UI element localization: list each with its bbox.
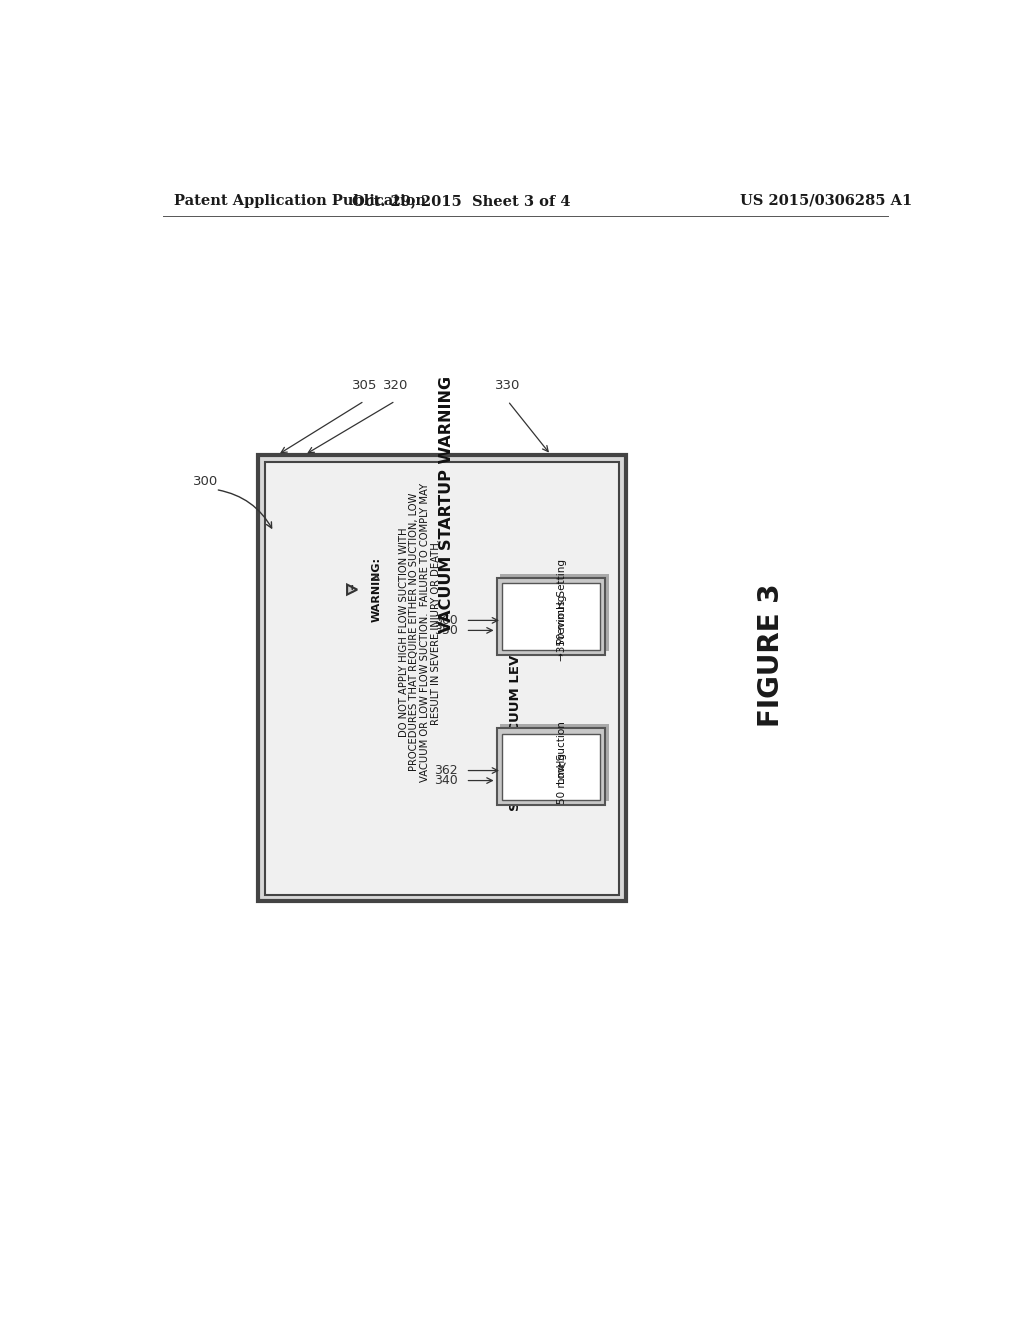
Bar [501, 574, 609, 651]
Bar [497, 578, 605, 655]
Polygon shape [347, 585, 357, 594]
Text: WARNING:: WARNING: [372, 557, 381, 622]
Text: →350 mmHg: →350 mmHg [557, 595, 567, 661]
Text: VACUUM OR LOW FLOW SUCTION.  FAILURE TO COMPLY MAY: VACUUM OR LOW FLOW SUCTION. FAILURE TO C… [420, 482, 430, 781]
Bar [258, 455, 627, 902]
Text: !: ! [350, 585, 354, 594]
Text: DO NOT APPLY HIGH FLOW SUCTION WITH: DO NOT APPLY HIGH FLOW SUCTION WITH [398, 527, 409, 737]
Text: 50 mmHg: 50 mmHg [557, 752, 567, 804]
Text: Oct. 29, 2015  Sheet 3 of 4: Oct. 29, 2015 Sheet 3 of 4 [352, 194, 570, 207]
Text: 362: 362 [434, 764, 458, 777]
Text: 360: 360 [434, 614, 458, 627]
Bar [502, 734, 600, 800]
Text: PROCEDURES THAT REQUIRE EITHER NO SUCTION, LOW: PROCEDURES THAT REQUIRE EITHER NO SUCTIO… [410, 492, 420, 771]
Text: 300: 300 [193, 475, 218, 488]
Text: SELECT VACUUM LEVEL: SELECT VACUUM LEVEL [509, 638, 522, 812]
Text: Patent Application Publication: Patent Application Publication [174, 194, 427, 207]
Text: 350: 350 [434, 624, 458, 638]
Text: 330: 330 [495, 379, 520, 392]
Text: Low Suction: Low Suction [557, 722, 567, 784]
Text: Previous Setting: Previous Setting [557, 558, 567, 644]
Text: RESULT IN SEVERE INJURY OR DEATH.: RESULT IN SEVERE INJURY OR DEATH. [431, 539, 441, 725]
Text: 340: 340 [434, 774, 458, 787]
Text: 305: 305 [351, 379, 377, 392]
Bar [501, 725, 609, 801]
Bar [265, 462, 620, 895]
Text: US 2015/0306285 A1: US 2015/0306285 A1 [740, 194, 912, 207]
Bar [502, 583, 600, 649]
Text: 320: 320 [383, 379, 408, 392]
Bar [497, 729, 605, 805]
Text: VACUUM STARTUP WARNING: VACUUM STARTUP WARNING [438, 376, 454, 634]
Text: FIGURE 3: FIGURE 3 [758, 583, 785, 727]
